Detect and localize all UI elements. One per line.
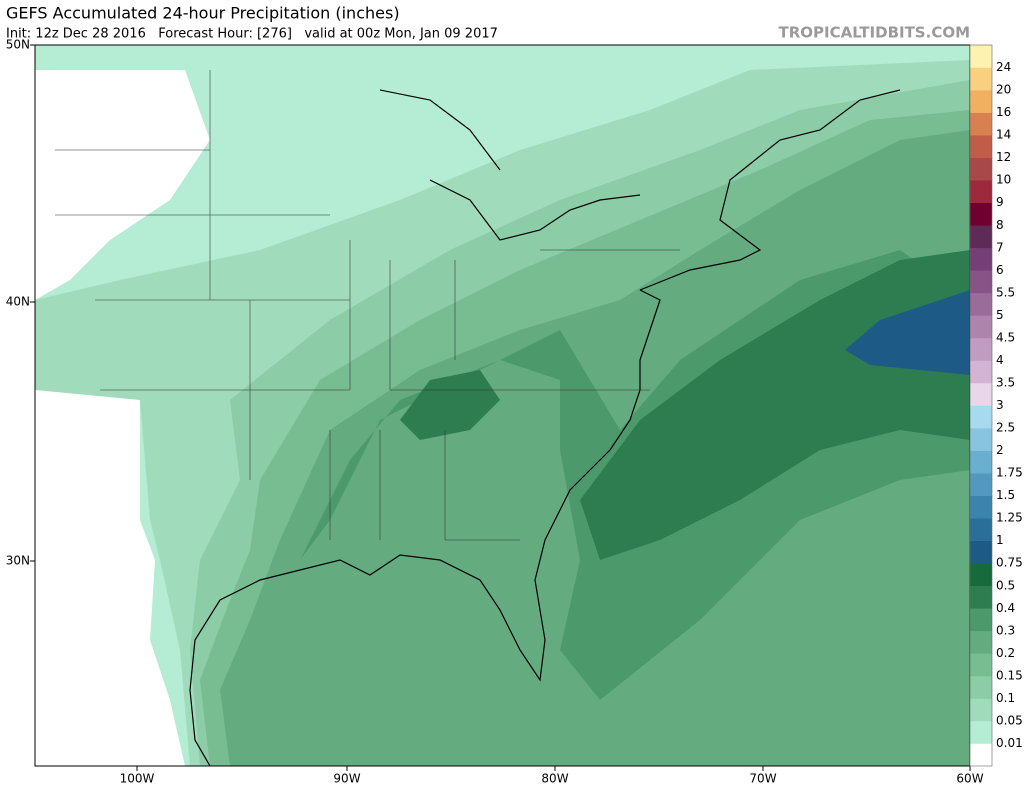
- colorbar-swatch: [970, 495, 992, 519]
- source: TROPICALTIDBITS.COM: [779, 24, 971, 42]
- colorbar-swatch: [970, 675, 992, 699]
- colorbar-swatch: [970, 428, 992, 451]
- colorbar-swatch: [970, 270, 992, 294]
- lat-label: 40N: [6, 295, 30, 309]
- colorbar-label: 9: [996, 195, 1004, 209]
- colorbar-label: 0.1: [996, 691, 1015, 705]
- colorbar-swatch: [970, 450, 992, 474]
- colorbar-label: 10: [996, 173, 1011, 187]
- colorbar-swatch: [970, 743, 992, 767]
- colorbar-swatch: [970, 563, 992, 587]
- colorbar-label: 0.75: [996, 556, 1023, 570]
- colorbar-label: 0.15: [996, 668, 1023, 682]
- lat-label: 30N: [6, 554, 30, 568]
- colorbar-label: 0.4: [996, 601, 1015, 615]
- colorbar-label: 1.5: [996, 488, 1015, 502]
- colorbar-label: 4.5: [996, 330, 1015, 344]
- colorbar-label: 20: [996, 83, 1011, 97]
- colorbar-label: 3: [996, 398, 1004, 412]
- colorbar-swatch: [970, 67, 992, 91]
- colorbar-swatch: [970, 382, 992, 406]
- colorbar-label: 1.25: [996, 511, 1023, 525]
- colorbar-label: 8: [996, 218, 1004, 232]
- colorbar-label: 0.2: [996, 646, 1015, 660]
- lon-label: 100W: [120, 772, 155, 786]
- colorbar-swatch: [970, 518, 992, 541]
- colorbar-swatch: [970, 45, 992, 68]
- lon-label: 80W: [541, 772, 568, 786]
- colorbar-swatch: [970, 540, 992, 564]
- colorbar-swatch: [970, 473, 992, 496]
- colorbar-frame: [969, 44, 993, 767]
- colorbar-label: 14: [996, 128, 1011, 142]
- colorbar-label: 1: [996, 533, 1004, 547]
- colorbar-swatch: [970, 225, 992, 249]
- colorbar-label: 5: [996, 308, 1004, 322]
- colorbar-label: 4: [996, 353, 1004, 367]
- colorbar-swatch: [970, 405, 992, 429]
- colorbar-swatch: [970, 360, 992, 384]
- colorbar-swatch: [970, 292, 992, 316]
- colorbar-swatch: [970, 315, 992, 339]
- axes: 50N 40N 30N 100W 90W 80W 70W 60W: [6, 38, 984, 786]
- colorbar-label: 0.05: [996, 713, 1023, 727]
- colorbar-label: 2: [996, 443, 1004, 457]
- colorbar-label: 16: [996, 105, 1011, 119]
- colorbar-swatch: [970, 337, 992, 361]
- colorbar-label: 6: [996, 263, 1004, 277]
- colorbar-label: 2.5: [996, 421, 1015, 435]
- colorbar-swatch: [970, 698, 992, 722]
- colorbar-swatch: [970, 630, 992, 654]
- colorbar-label: 24: [996, 60, 1011, 74]
- colorbar-swatch: [970, 247, 992, 271]
- lon-label: 90W: [333, 772, 360, 786]
- colorbar-label: 12: [996, 150, 1011, 164]
- colorbar-swatch: [970, 180, 992, 204]
- colorbar-swatch: [970, 585, 992, 609]
- colorbar-swatch: [970, 653, 992, 677]
- colorbar-label: 0.3: [996, 623, 1015, 637]
- colorbar-swatch: [970, 202, 992, 226]
- colorbar-label: 0.5: [996, 578, 1015, 592]
- colorbar-swatch: [970, 112, 992, 136]
- lat-label: 50N: [6, 38, 30, 52]
- subtitle: Init: 12z Dec 28 2016 Forecast Hour: [27…: [6, 27, 498, 42]
- colorbar-swatch: [970, 157, 992, 181]
- lon-label: 70W: [749, 772, 776, 786]
- title: GEFS Accumulated 24-hour Precipitation (…: [6, 4, 400, 23]
- colorbar-swatch: [970, 90, 992, 113]
- colorbar-label: 7: [996, 240, 1004, 254]
- colorbar-label: 1.75: [996, 466, 1023, 480]
- map: [35, 45, 970, 766]
- colorbar-swatch: [970, 720, 992, 744]
- colorbar-swatch: [970, 608, 992, 632]
- colorbar-label: 5.5: [996, 285, 1015, 299]
- colorbar-label: 3.5: [996, 375, 1015, 389]
- colorbar: 0.01 0.05 0.1 0.15 0.2 0.3 0.4 0.5 0.75 1 1.25 1.5 1…: [969, 44, 1023, 767]
- lon-label: 60W: [956, 772, 983, 786]
- colorbar-label: 0.01: [996, 736, 1023, 750]
- colorbar-swatch: [970, 135, 992, 158]
